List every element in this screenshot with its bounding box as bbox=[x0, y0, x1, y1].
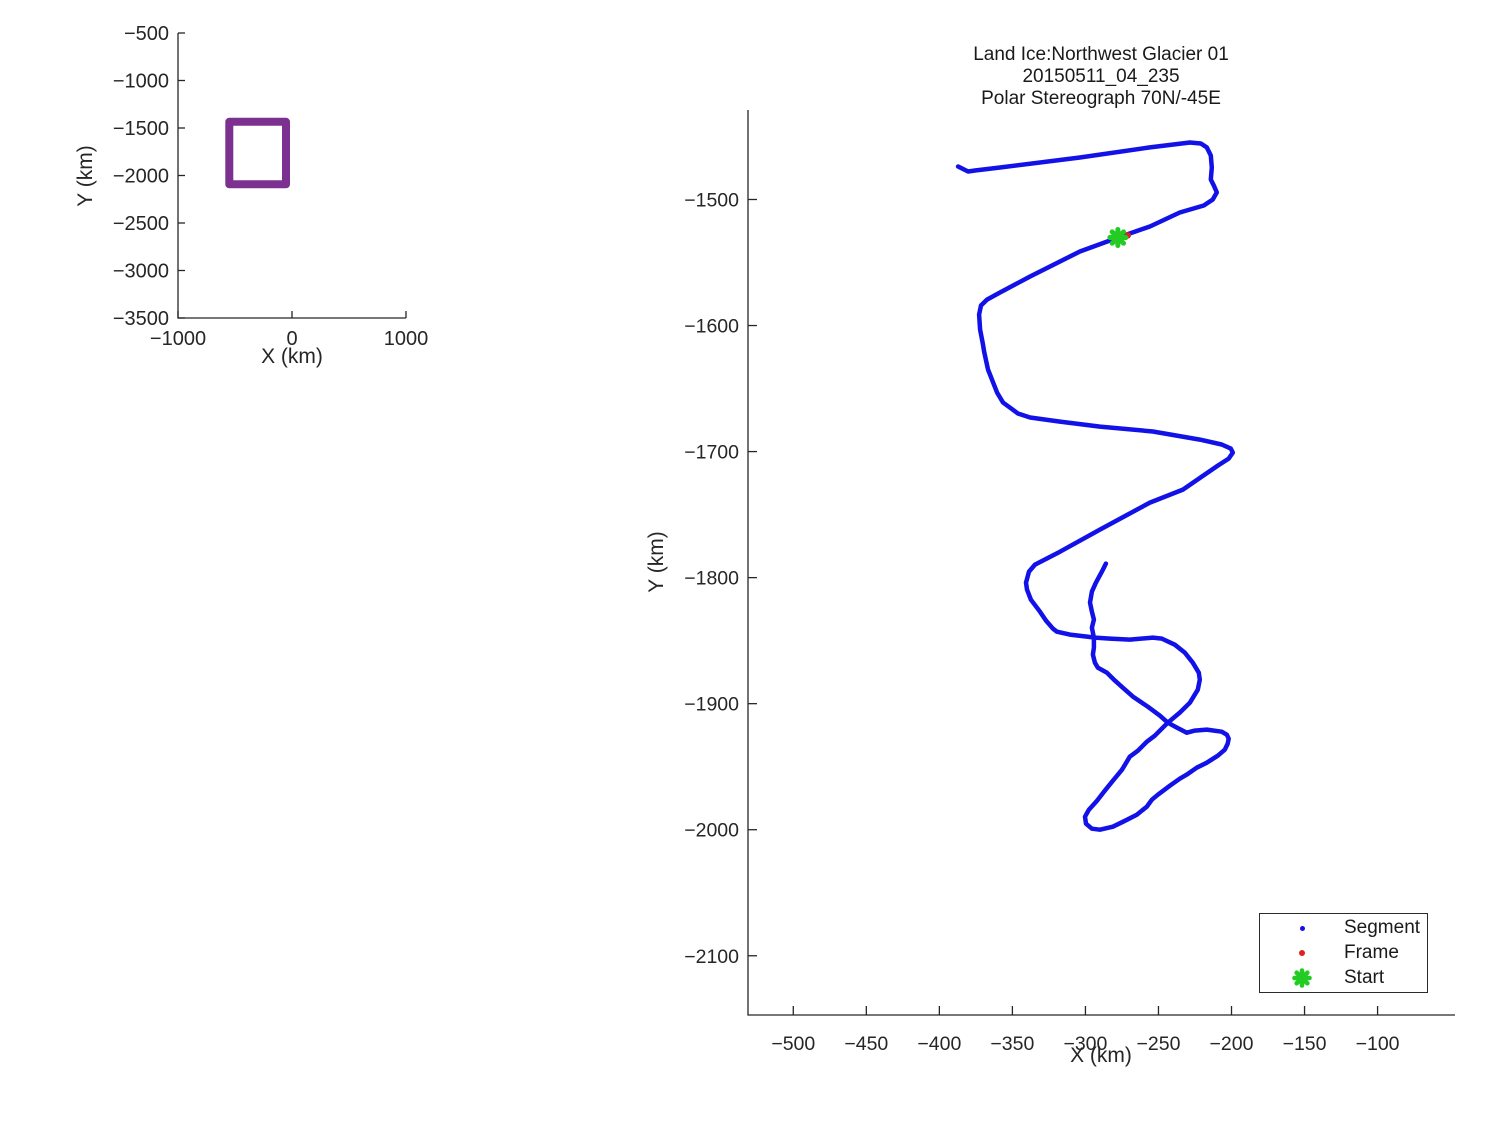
x-tick-label: −1000 bbox=[150, 328, 206, 350]
legend-label-frame: Frame bbox=[1344, 942, 1399, 963]
x-tick-label: −250 bbox=[1137, 1033, 1181, 1055]
y-tick-label: −3000 bbox=[113, 261, 169, 283]
main-x-axis-label: X (km) bbox=[1070, 1044, 1132, 1067]
flight-track-spines bbox=[747, 110, 1455, 1016]
x-tick-label: 0 bbox=[286, 328, 297, 350]
title-line-2: 20150511_04_235 bbox=[1022, 66, 1180, 87]
title-line-3: Polar Stereograph 70N/-45E bbox=[981, 88, 1221, 109]
x-tick-label: −300 bbox=[1063, 1033, 1107, 1055]
x-tick-label: −150 bbox=[1283, 1033, 1327, 1055]
x-tick-label: −400 bbox=[917, 1033, 961, 1055]
y-tick-label: −2000 bbox=[684, 820, 739, 842]
asterisk-arm bbox=[1109, 229, 1127, 246]
y-tick-label: −2100 bbox=[684, 946, 739, 968]
flight-track-segment-line bbox=[955, 140, 1236, 832]
y-tick-label: −1600 bbox=[684, 316, 739, 338]
start-asterisk-icon bbox=[1260, 967, 1344, 989]
legend-row-frame: Frame bbox=[1260, 941, 1427, 966]
x-tick-label: −350 bbox=[990, 1033, 1034, 1055]
y-tick-label: −3500 bbox=[113, 308, 169, 330]
legend-row-start: Start bbox=[1260, 965, 1427, 990]
x-tick-label: −500 bbox=[771, 1033, 815, 1055]
legend: Segment Frame Start bbox=[1259, 913, 1428, 993]
frame-dot-icon bbox=[1260, 950, 1344, 956]
x-tick-label: 1000 bbox=[384, 328, 429, 350]
main-plot-title: Land Ice:Northwest Glacier 01 20150511_0… bbox=[801, 44, 1401, 110]
y-tick-label: −1500 bbox=[113, 118, 169, 140]
y-tick-label: −1700 bbox=[684, 442, 739, 464]
overview-x-axis-label: X (km) bbox=[261, 345, 323, 368]
y-tick-label: −1000 bbox=[113, 71, 169, 93]
overview-coverage-box-line bbox=[225, 117, 290, 189]
legend-row-segment: Segment bbox=[1260, 916, 1427, 941]
overview-spines bbox=[177, 33, 406, 319]
flight-track-axes: −500 −450 −400 −350 −300 −250 −200 −150 −100 −150… bbox=[684, 110, 1455, 1055]
x-tick-label: −200 bbox=[1210, 1033, 1254, 1055]
y-tick-label: −1800 bbox=[684, 568, 739, 590]
main-y-axis-label: Y (km) bbox=[645, 531, 668, 593]
legend-label-segment: Segment bbox=[1344, 917, 1421, 939]
y-tick-label: −500 bbox=[124, 23, 169, 45]
segment-dot-icon bbox=[1260, 925, 1344, 931]
y-tick-label: −1900 bbox=[684, 694, 739, 716]
overview-axes: −1000 0 1000 −500 −1000 −1500 −2000 −2500 −3000 −… bbox=[113, 23, 428, 350]
title-line-1: Land Ice:Northwest Glacier 01 bbox=[973, 44, 1229, 65]
legend-label-start: Start bbox=[1344, 966, 1385, 988]
start-marker bbox=[1107, 227, 1129, 249]
x-tick-label: −100 bbox=[1356, 1033, 1400, 1055]
y-tick-label: −2500 bbox=[113, 213, 169, 235]
y-tick-label: −2000 bbox=[113, 166, 169, 188]
overview-y-axis-label: Y (km) bbox=[74, 145, 97, 207]
x-tick-label: −450 bbox=[844, 1033, 888, 1055]
y-tick-label: −1500 bbox=[684, 189, 739, 211]
